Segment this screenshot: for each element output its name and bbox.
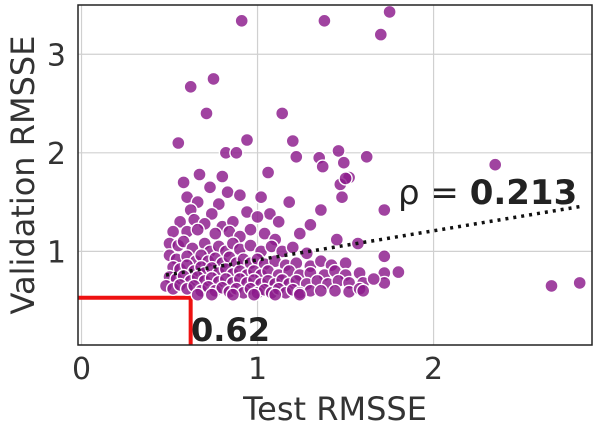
data-point [315, 159, 330, 174]
x-tick-label: 2 [424, 352, 443, 387]
data-point [317, 13, 332, 28]
trend-line [165, 204, 584, 277]
data-point [366, 271, 381, 287]
data-point [391, 264, 406, 280]
y-tick-label: 3 [47, 38, 66, 73]
data-point [253, 189, 269, 205]
data-point [250, 209, 265, 225]
data-point [282, 194, 297, 210]
data-point [292, 287, 307, 302]
data-point [260, 165, 276, 180]
data-point [313, 202, 329, 218]
data-point [225, 287, 241, 302]
data-point [359, 149, 374, 165]
data-point [246, 287, 262, 302]
data-point [199, 106, 214, 121]
data-point [243, 222, 258, 237]
data-point [338, 171, 353, 186]
data-point [313, 283, 329, 298]
data-point [165, 224, 181, 239]
scatter-points [158, 4, 587, 302]
x-tick-label: 0 [72, 352, 91, 387]
data-point [377, 202, 392, 218]
tick-labels: 0 1 2 1 2 3 [47, 38, 443, 387]
rho-value: 0.213 [470, 173, 578, 213]
data-point [292, 226, 307, 241]
data-point [190, 222, 205, 237]
data-point [204, 287, 220, 302]
data-point [327, 283, 343, 298]
data-point [192, 167, 207, 182]
threshold-line [78, 295, 193, 345]
data-point [172, 214, 188, 230]
data-point [220, 184, 235, 200]
plot-frame [77, 4, 593, 346]
correlation-annotation: ρ = 0.213 [398, 173, 577, 213]
data-point [285, 240, 300, 255]
data-point [206, 71, 221, 87]
data-point [356, 283, 371, 298]
x-axis-label: Test RMSSE [242, 390, 427, 428]
data-point [285, 133, 300, 149]
data-point [488, 157, 503, 172]
y-axis-label: Validation RMSSE [4, 36, 42, 315]
data-point [202, 180, 218, 195]
data-point [572, 275, 587, 291]
data-point [190, 287, 205, 302]
data-point [176, 175, 191, 190]
threshold-marker [78, 295, 193, 345]
threshold-label: 0.62 [191, 311, 270, 349]
axes-spines [77, 4, 593, 346]
data-point [239, 132, 255, 148]
y-tick-label: 1 [47, 235, 66, 270]
data-point [275, 106, 290, 121]
data-point [544, 278, 559, 294]
data-point [183, 79, 198, 95]
data-point [208, 226, 223, 241]
data-point [232, 187, 248, 203]
data-point [289, 149, 304, 165]
data-point [336, 155, 351, 170]
data-point [211, 196, 227, 212]
data-point [271, 214, 286, 230]
data-point [303, 217, 318, 233]
data-point [334, 189, 350, 205]
data-point [234, 13, 249, 28]
data-point [382, 4, 397, 20]
data-point [331, 143, 346, 159]
data-point [215, 169, 230, 184]
data-point [377, 249, 392, 264]
y-tick-label: 2 [47, 137, 66, 172]
x-tick-label: 1 [248, 352, 267, 387]
data-point [229, 145, 244, 161]
data-point [268, 287, 283, 302]
data-point [204, 206, 220, 222]
data-point [373, 27, 388, 42]
data-point [171, 135, 186, 151]
data-point [257, 226, 272, 241]
data-point [329, 232, 344, 247]
rho-prefix: ρ = [398, 173, 470, 213]
trend-line-group [165, 204, 584, 277]
